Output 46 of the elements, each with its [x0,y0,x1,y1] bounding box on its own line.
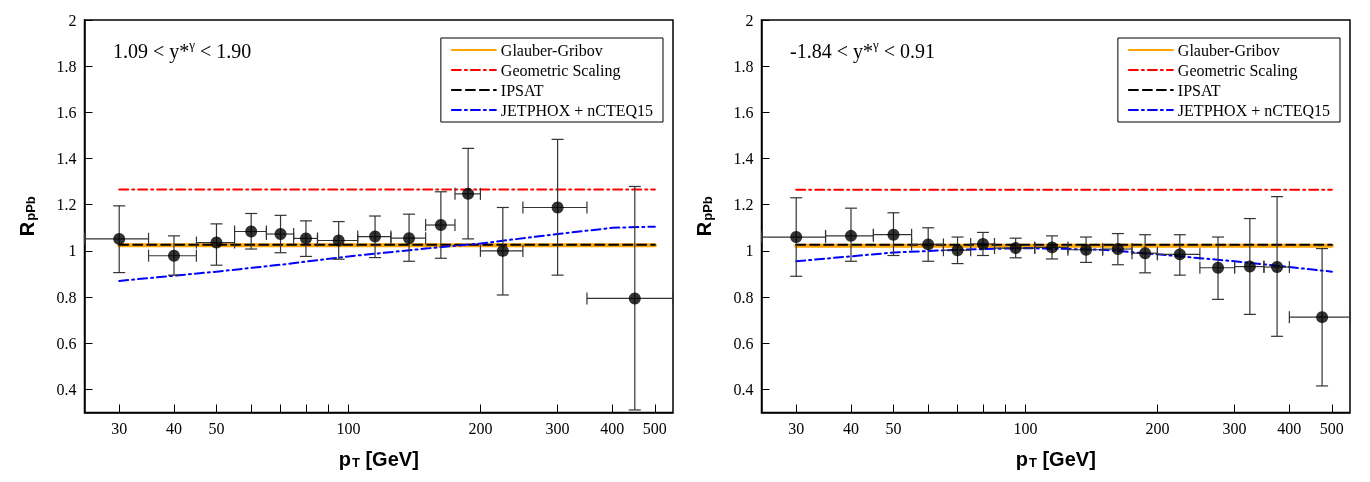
x-tick-label: 30 [788,420,805,437]
x-tick-label: 40 [165,420,182,437]
y-tick-label: 0.4 [56,380,77,398]
legend-label: Glauber-Gribov [1177,41,1280,59]
y-tick-label: 2 [68,11,77,29]
x-tick-label: 200 [468,420,493,437]
y-tick-label: 1.6 [733,103,754,121]
y-tick-label: 1.4 [733,150,754,168]
x-tick-label: 100 [336,420,361,437]
y-axis-title: RpPb [15,196,38,237]
legend-label: Glauber-Gribov [500,41,603,59]
y-tick-label: 0.8 [56,288,77,306]
y-tick-label: 0.6 [56,334,77,352]
y-tick-label: 0.4 [733,380,754,398]
x-tick-label: 30 [111,420,128,437]
legend-label: JETPHOX + nCTEQ15 [1177,101,1331,119]
y-tick-label: 0.6 [733,334,754,352]
legend-label: Geometric Scaling [1177,61,1298,80]
x-tick-label: 400 [1277,420,1302,437]
y-tick-label: 1 [745,242,754,260]
y-axis-title: RpPb [692,196,715,237]
y-tick-label: 1.2 [56,196,77,214]
y-tick-label: 1.2 [733,196,754,214]
x-tick-label: 500 [642,420,667,437]
y-tick-label: 1.6 [56,103,77,121]
y-tick-label: 2 [745,11,754,29]
legend-label: IPSAT [1177,81,1221,99]
y-tick-label: 1.4 [56,150,77,168]
x-axis-title: pT [GeV] [1015,447,1096,470]
legend-label: Geometric Scaling [500,61,621,80]
y-tick-label: 1.8 [56,57,77,75]
legend-label: JETPHOX + nCTEQ15 [500,101,654,119]
x-tick-label: 200 [1145,420,1170,437]
x-axis-title: pT [GeV] [338,447,419,470]
x-tick-label: 100 [1013,420,1038,437]
x-tick-label: 40 [842,420,859,437]
y-tick-label: 0.8 [733,288,754,306]
y-tick-label: 1.8 [733,57,754,75]
y-tick-label: 1 [68,242,77,260]
x-tick-label: 300 [1222,420,1247,437]
legend-label: IPSAT [500,81,544,99]
x-tick-label: 500 [1319,420,1344,437]
x-tick-label: 400 [600,420,625,437]
x-tick-label: 50 [885,420,902,437]
x-tick-label: 300 [545,420,570,437]
x-tick-label: 50 [208,420,225,437]
